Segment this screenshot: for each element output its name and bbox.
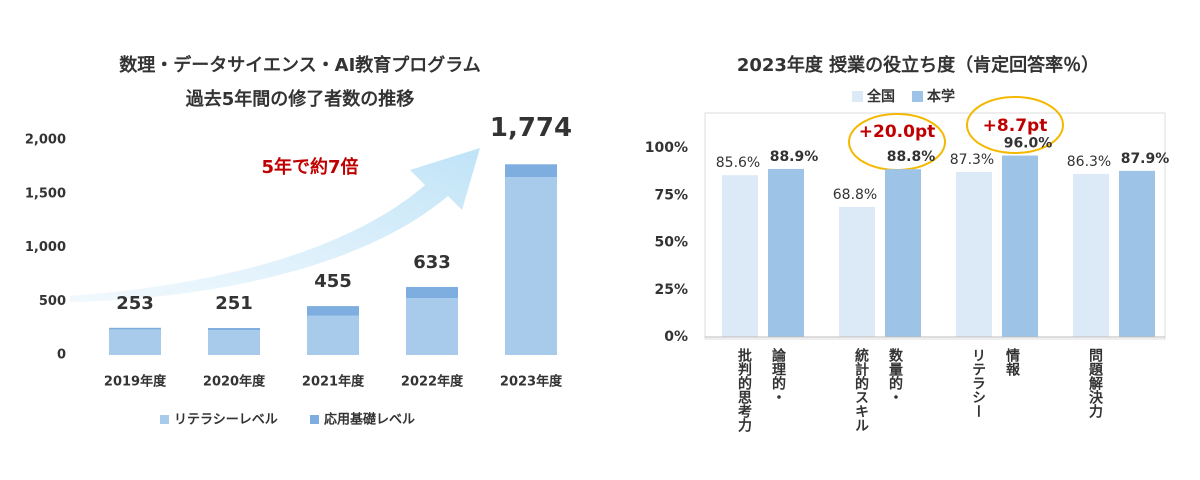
category-label: 数量的・ 統計的スキル	[853, 348, 903, 432]
y-tick-label: 1,000	[25, 240, 66, 255]
bar-segment	[208, 330, 260, 355]
y-tick-label: 100%	[645, 140, 688, 156]
value-label: 68.8%	[833, 187, 877, 203]
value-label: 85.6%	[716, 155, 760, 171]
x-tick-label: 2022年度	[401, 374, 464, 390]
legend-swatch	[160, 415, 169, 424]
bar	[956, 172, 992, 337]
value-label: 86.3%	[1067, 154, 1111, 170]
legend-label: 全国	[866, 88, 895, 105]
total-label: 1,774	[490, 113, 572, 143]
bar-segment	[406, 298, 458, 355]
y-tick-label: 75%	[654, 187, 688, 203]
legend-label: 本学	[927, 88, 955, 105]
annotation: 5年で約7倍	[261, 156, 358, 178]
bar	[1119, 170, 1155, 337]
bar-segment	[406, 286, 458, 299]
value-label: 87.3%	[950, 152, 994, 168]
y-tick-label: 2,000	[25, 133, 66, 148]
legend-label: リテラシーレベル	[174, 413, 278, 428]
y-tick-label: 50%	[654, 235, 688, 251]
total-label: 251	[215, 293, 253, 314]
diff-annotation: +8.7pt	[983, 116, 1048, 136]
x-tick-label: 2020年度	[203, 374, 266, 390]
category-label: 論理的・ 批判的思考力	[736, 348, 786, 432]
value-label: 88.8%	[887, 149, 936, 165]
bar	[722, 175, 758, 337]
category-label: 情報 リテラシー	[970, 348, 1020, 418]
left-title: 数理・データサイエンス・AI教育プログラム	[119, 54, 481, 76]
y-tick-label: 1,500	[25, 186, 66, 201]
value-label: 96.0%	[1004, 136, 1053, 152]
total-label: 253	[116, 293, 154, 314]
left-subtitle: 過去5年間の修了者数の推移	[186, 88, 415, 110]
bar-segment	[109, 329, 161, 355]
category-label: 問題解決力	[1087, 348, 1103, 418]
bar-segment	[505, 177, 557, 355]
legend-swatch	[912, 91, 923, 102]
diff-annotation: +20.0pt	[859, 122, 935, 142]
bar-segment	[208, 328, 260, 331]
bar-segment	[307, 315, 359, 355]
legend-swatch	[310, 415, 319, 424]
total-label: 455	[314, 271, 352, 292]
y-tick-label: 0	[57, 348, 66, 363]
y-tick-label: 25%	[654, 282, 688, 298]
x-tick-label: 2021年度	[302, 374, 365, 390]
bar-segment	[505, 164, 557, 178]
y-tick-label: 0%	[664, 329, 688, 345]
bar	[839, 206, 875, 337]
legend-label: 応用基礎レベル	[324, 412, 415, 428]
right-title: 2023年度 授業の役立ち度（肯定回答率％）	[737, 54, 1099, 76]
x-tick-label: 2023年度	[500, 374, 563, 390]
bar	[1073, 173, 1109, 337]
value-label: 88.9%	[770, 149, 819, 165]
bar-segment	[307, 306, 359, 316]
total-label: 633	[413, 252, 451, 273]
value-label: 87.9%	[1121, 151, 1170, 167]
highlight	[966, 96, 1064, 154]
bar	[885, 169, 921, 337]
y-tick-label: 500	[39, 294, 66, 309]
x-tick-label: 2019年度	[104, 374, 167, 390]
legend-swatch	[852, 91, 863, 102]
bar	[768, 168, 804, 337]
bar	[1002, 155, 1038, 337]
plot-frame	[704, 112, 1166, 340]
bar-segment	[109, 327, 161, 330]
growth-arrow	[70, 148, 480, 302]
